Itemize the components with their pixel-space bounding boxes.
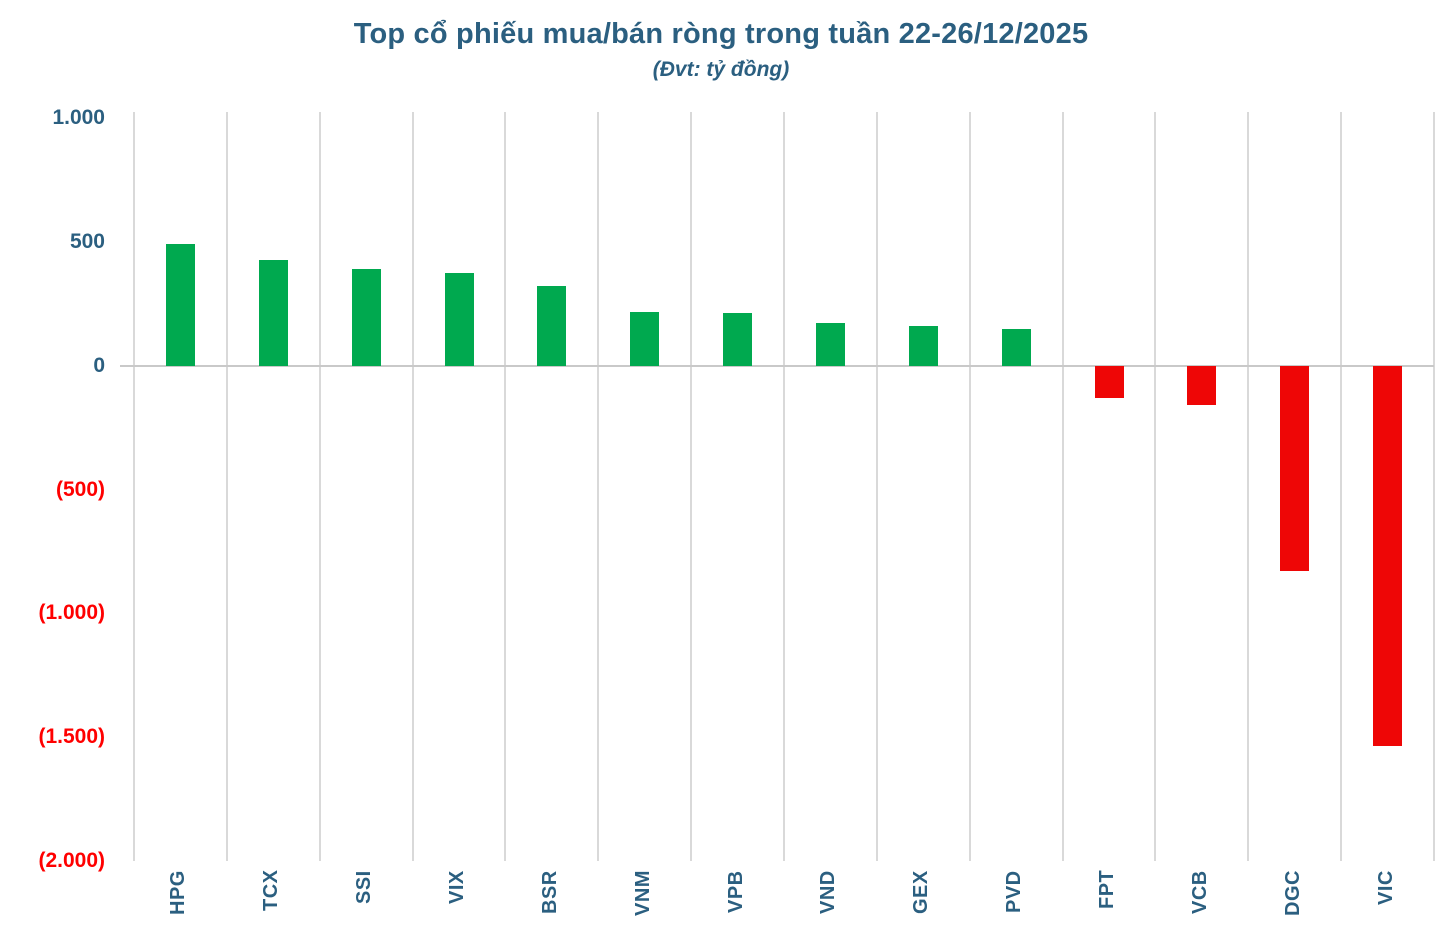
vertical-gridline — [1154, 112, 1157, 861]
x-label-DGC: DGC — [1281, 870, 1304, 916]
y-tick-label: (2.000) — [38, 849, 105, 873]
y-tick-label: 500 — [69, 229, 105, 253]
bar-DGC — [1280, 365, 1310, 572]
vertical-gridline — [1433, 112, 1435, 861]
vertical-gridline — [411, 112, 414, 861]
x-label-VPB: VPB — [724, 870, 747, 913]
x-axis: HPG TCX SSI VIX BSR VNM VPB VND GEX PVD FPT VCB DGC V… — [134, 870, 1434, 948]
y-axis: 1.000 500 0 (500) (1.000) (1.500) (2.000) — [0, 0, 107, 950]
x-label-VCB: VCB — [1188, 870, 1211, 914]
x-label-HPG: HPG — [167, 870, 190, 915]
y-tick-label: 1.000 — [52, 106, 105, 129]
x-label-FPT: FPT — [1096, 870, 1118, 910]
vertical-gridline — [225, 112, 228, 861]
bar-GEX — [908, 325, 938, 366]
chart-subtitle: (Đvt: tỷ đồng) — [652, 58, 790, 81]
bar-PVD — [1001, 328, 1031, 366]
bar-TCX — [258, 259, 288, 366]
x-label-VND: VND — [817, 870, 840, 914]
bar-VNM — [630, 311, 660, 366]
zero-axis-line — [120, 364, 1434, 367]
vertical-gridline — [133, 112, 135, 861]
x-label-VNM: VNM — [631, 870, 654, 916]
x-label-BSR: BSR — [538, 870, 561, 914]
y-tick-label: (1.000) — [38, 601, 105, 625]
y-tick-label: (1.500) — [38, 725, 105, 749]
x-label-SSI: SSI — [353, 870, 376, 904]
bar-VCB — [1187, 365, 1217, 405]
vertical-gridline — [690, 112, 693, 861]
vertical-gridline — [1061, 112, 1064, 861]
bar-VIX — [444, 273, 474, 366]
chart-title: Top cổ phiếu mua/bán ròng trong tuần 22-… — [353, 18, 1089, 50]
vertical-gridline — [1247, 112, 1250, 861]
bar-VPB — [723, 312, 753, 366]
vertical-gridline — [783, 112, 785, 861]
y-tick-label: 0 — [93, 353, 105, 377]
vertical-gridline — [968, 112, 971, 861]
bar-SSI — [351, 269, 381, 366]
bar-HPG — [165, 244, 195, 366]
x-label-PVD: PVD — [1003, 870, 1026, 913]
bar-VND — [815, 323, 845, 366]
y-tick-label: (500) — [55, 477, 105, 501]
vertical-gridline — [318, 112, 321, 861]
bar-VIC — [1373, 365, 1403, 746]
plot-area — [120, 112, 1435, 861]
x-label-GEX: GEX — [910, 870, 933, 914]
x-label-VIX: VIX — [446, 870, 468, 904]
vertical-gridline — [1340, 112, 1343, 861]
vertical-gridline — [504, 112, 507, 861]
x-label-TCX: TCX — [260, 870, 283, 912]
vertical-gridline — [597, 112, 600, 861]
x-label-VIC: VIC — [1374, 870, 1397, 905]
bar-FPT — [1094, 365, 1124, 398]
bar-BSR — [537, 285, 567, 366]
vertical-gridline — [875, 112, 878, 861]
